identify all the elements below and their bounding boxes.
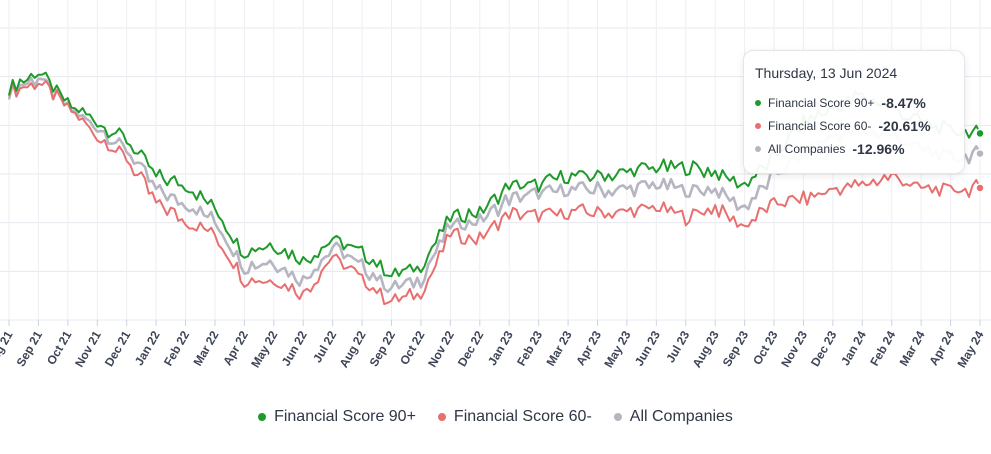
tooltip-series-value: -20.61%	[878, 117, 931, 134]
legend-item-all-companies[interactable]: All Companies	[613, 408, 733, 426]
x-tick-label: May 23	[601, 328, 633, 370]
legend-label: Financial Score 60-	[453, 408, 592, 425]
x-tick-label: May 22	[248, 328, 280, 370]
x-tick-label: Oct 22	[397, 328, 428, 367]
x-tick-label: Sep 22	[367, 328, 399, 369]
tooltip-dot-icon	[755, 99, 761, 106]
series-end-point	[975, 148, 985, 159]
tooltip-series-label: Financial Score 90+	[768, 95, 875, 110]
x-tick-label: Aug 21	[0, 328, 16, 370]
x-tick-label: Sep 21	[14, 328, 46, 369]
tooltip-series-value: -8.47%	[881, 94, 926, 111]
legend-dot-icon	[437, 413, 446, 421]
legend-label: All Companies	[629, 408, 733, 425]
x-tick-label: Jan 23	[485, 328, 516, 368]
hover-tooltip: Thursday, 13 Jun 2024 Financial Score 90…	[743, 50, 965, 174]
legend-dot-icon	[613, 413, 622, 421]
x-tick-label: Jun 23	[632, 328, 663, 368]
x-tick-label: Apr 24	[926, 328, 957, 368]
x-tick-label: Dec 21	[102, 328, 134, 369]
x-tick-label: Mar 23	[544, 328, 575, 368]
series-end-point	[975, 183, 985, 193]
x-tick-label: Oct 21	[44, 328, 75, 367]
x-tick-label: Sep 23	[720, 328, 752, 369]
x-tick-label: Feb 23	[514, 328, 545, 368]
x-tick-label: Dec 23	[808, 328, 840, 369]
x-tick-label: Mar 22	[190, 328, 221, 368]
grid	[0, 0, 991, 321]
x-tick-label: Jan 22	[132, 328, 163, 368]
tooltip-series-value: -12.96%	[852, 140, 905, 157]
x-tick-label: Feb 24	[867, 328, 898, 368]
tooltip-row-series-3: All Companies -12.96%	[755, 137, 952, 160]
x-tick-label: Aug 22	[337, 328, 369, 370]
x-tick-label: Nov 22	[425, 328, 457, 369]
series-line-financial-score-60	[8, 80, 981, 306]
tooltip-row-series-1: Financial Score 90+ -8.47%	[755, 91, 952, 114]
x-tick-label: Jan 24	[838, 328, 869, 368]
x-tick-label: Jul 23	[663, 328, 692, 365]
chart-legend: Financial Score 90+ Financial Score 60- …	[0, 408, 991, 426]
legend-label: Financial Score 90+	[274, 408, 416, 425]
tooltip-title: Thursday, 13 Jun 2024	[755, 65, 898, 81]
x-tick-label: Feb 22	[161, 328, 192, 368]
x-tick-label: Jul 22	[310, 328, 339, 365]
tooltip-row-series-2: Financial Score 60- -20.61%	[755, 114, 952, 137]
x-tick-label: Oct 23	[750, 328, 781, 367]
tooltip-dot-icon	[755, 122, 761, 129]
x-tick-label: Nov 21	[72, 328, 104, 369]
x-tick-label: Nov 23	[778, 328, 810, 369]
x-tick-label: Mar 24	[897, 328, 928, 368]
x-tick-label: May 24	[954, 328, 986, 370]
legend-item-financial-score-90[interactable]: Financial Score 90+	[258, 408, 416, 426]
tooltip-series-label: Financial Score 60-	[768, 118, 872, 133]
tooltip-series-label: All Companies	[768, 141, 846, 156]
legend-dot-icon	[258, 413, 267, 421]
x-tick-label: Apr 23	[573, 328, 604, 368]
tooltip-dot-icon	[755, 145, 761, 152]
x-tick-label: Jun 22	[279, 328, 310, 368]
series-end-point	[975, 128, 985, 139]
x-tick-label: Dec 22	[455, 328, 487, 369]
x-tick-label: Aug 23	[690, 328, 722, 370]
x-tick-label: Apr 22	[220, 328, 251, 368]
legend-item-financial-score-60[interactable]: Financial Score 60-	[437, 408, 592, 426]
